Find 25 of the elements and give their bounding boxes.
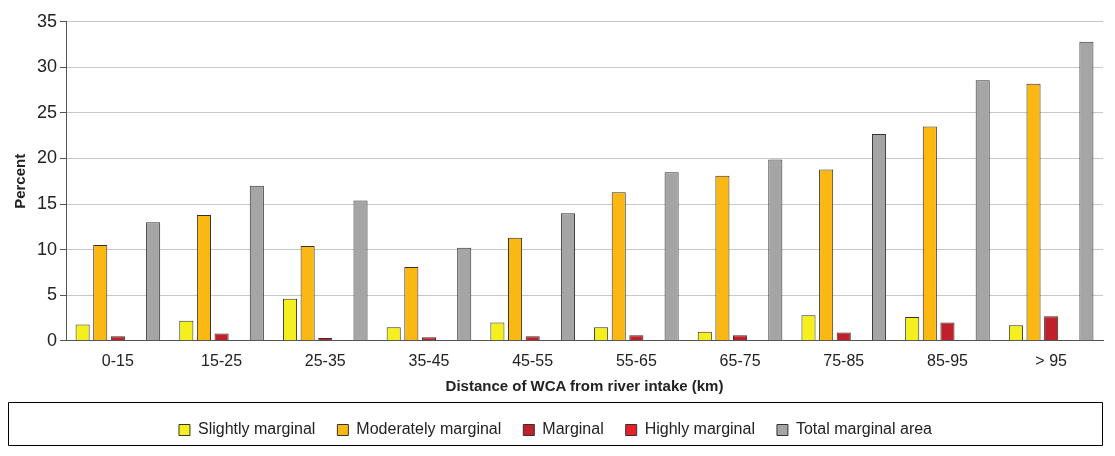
legend-label: Marginal	[542, 420, 604, 438]
y-tick-label: 5	[47, 284, 58, 305]
x-tick-label: 45-55	[512, 351, 554, 369]
x-tick-label: 0-15	[101, 351, 134, 369]
x-tick-label: 65-75	[719, 351, 761, 369]
y-tick-label: 30	[36, 56, 58, 77]
y-tick-label: 25	[36, 101, 58, 122]
legend-label: Slightly marginal	[197, 420, 316, 438]
x-tick-label: 15-25	[201, 351, 243, 369]
legend-label: Moderately marginal	[356, 420, 502, 438]
x-tick-label: > 95	[1035, 351, 1068, 369]
y-tick-label: 15	[36, 193, 58, 214]
x-tick-label: 35-45	[408, 351, 450, 369]
y-tick-label: 0	[47, 329, 58, 350]
legend-label: Highly marginal	[644, 420, 755, 438]
legend-label: Total marginal area	[795, 420, 933, 438]
y-tick-label: 35	[36, 10, 58, 31]
x-tick-label: 75-85	[823, 351, 865, 369]
x-tick-label: 25-35	[304, 351, 346, 369]
y-tick-label: 10	[36, 238, 58, 259]
x-axis-title: Distance of WCA from river intake (km)	[445, 377, 724, 395]
y-tick-label: 20	[36, 147, 58, 168]
x-tick-label: 85-95	[926, 351, 969, 369]
y-axis-title: Percent	[11, 153, 29, 209]
x-tick-label: 55-65	[615, 351, 657, 369]
